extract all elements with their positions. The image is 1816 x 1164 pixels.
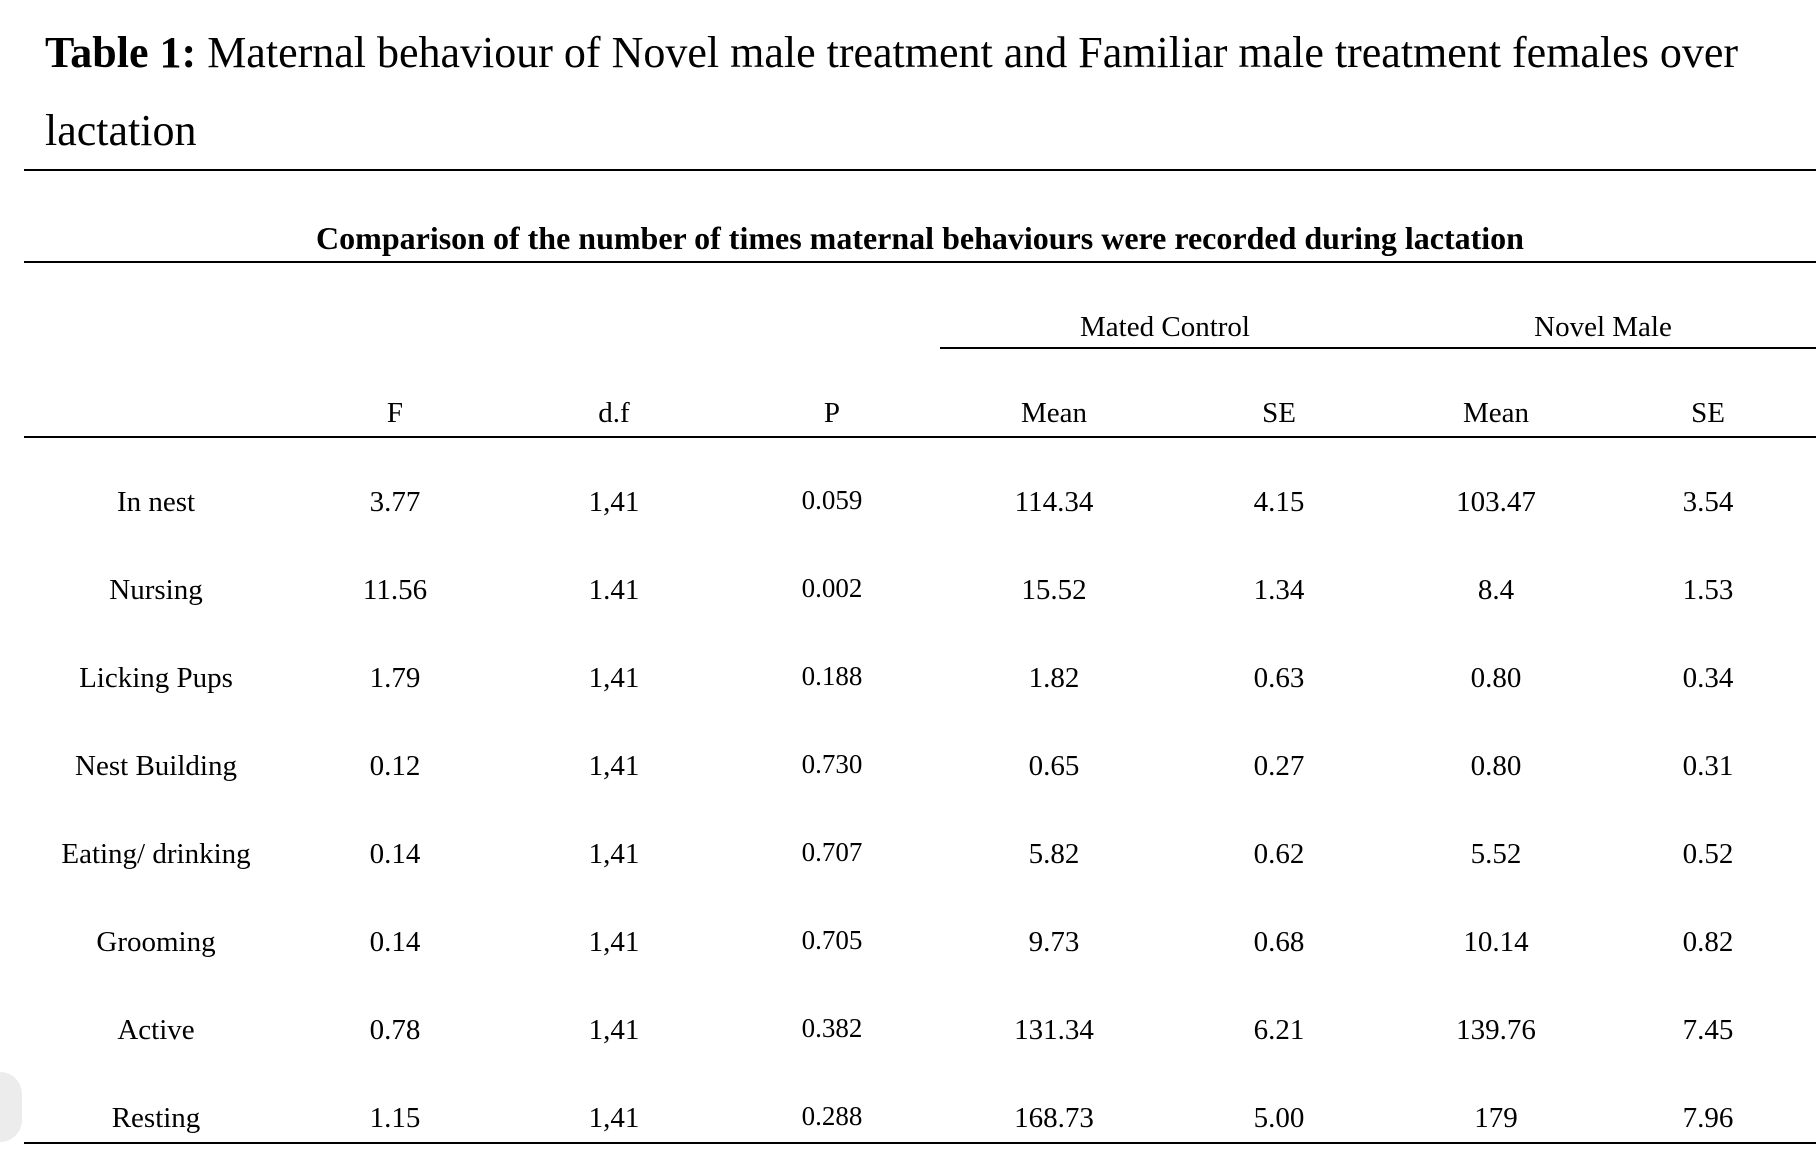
df-cell: 1,41 [588,662,640,694]
f-cell: 11.56 [362,574,428,606]
p-cell: 0.705 [801,925,863,955]
column-header-f: F [386,397,404,429]
table-row: Active 0.78 1,41 0.382 131.34 6.21 139.7… [0,1010,1816,1070]
mated-control-mean-cell: 131.34 [1014,1014,1094,1046]
behaviour-cell: Grooming [96,926,216,958]
group-header-mated-control: Mated Control [1080,311,1250,343]
mated-control-se-cell: 5.00 [1253,1102,1305,1134]
table-row: Nest Building 0.12 1,41 0.730 0.65 0.27 … [0,746,1816,806]
f-cell: 0.14 [369,838,421,870]
mated-control-se-cell: 4.15 [1253,486,1305,518]
table-row: Grooming 0.14 1,41 0.705 9.73 0.68 10.14… [0,922,1816,982]
novel-male-se-cell: 7.45 [1682,1014,1734,1046]
novel-male-se-cell: 7.96 [1682,1102,1734,1134]
mated-control-mean-cell: 168.73 [1014,1102,1094,1134]
table-row: Resting 1.15 1,41 0.288 168.73 5.00 179 … [0,1098,1816,1158]
f-cell: 0.14 [369,926,421,958]
p-cell: 0.002 [801,573,863,603]
mated-control-se-cell: 6.21 [1253,1014,1305,1046]
p-cell: 0.188 [801,661,863,691]
table-subtitle: Comparison of the number of times matern… [316,220,1524,256]
novel-male-mean-cell: 0.80 [1470,750,1522,782]
df-cell: 1,41 [588,926,640,958]
mated-control-se-cell: 1.34 [1253,574,1305,606]
p-cell: 0.382 [801,1013,863,1043]
df-cell: 1,41 [588,838,640,870]
page-edge-shadow [0,1072,22,1142]
f-cell: 0.12 [369,750,421,782]
p-cell: 0.730 [801,749,863,779]
behaviour-cell: Active [117,1014,195,1046]
mated-control-mean-cell: 15.52 [1021,574,1087,606]
table-row: Eating/ drinking 0.14 1,41 0.707 5.82 0.… [0,834,1816,894]
column-header-mated-control-se: SE [1262,397,1296,429]
novel-male-se-cell: 3.54 [1682,486,1734,518]
mated-control-se-cell: 0.62 [1253,838,1305,870]
table-caption-text: Maternal behaviour of Novel male treatme… [45,28,1739,155]
df-cell: 1,41 [588,1102,640,1134]
novel-male-mean-cell: 10.14 [1463,926,1529,958]
f-cell: 0.78 [369,1014,421,1046]
behaviour-cell: Resting [111,1102,201,1134]
novel-male-se-cell: 1.53 [1682,574,1734,606]
column-header-novel-male-mean: Mean [1462,397,1530,429]
table-row: Licking Pups 1.79 1,41 0.188 1.82 0.63 0… [0,658,1816,718]
table-caption: Table 1: Maternal behaviour of Novel mal… [45,14,1785,170]
p-cell: 0.059 [801,485,863,515]
group-rule-novel-male [1390,347,1816,349]
mated-control-mean-cell: 5.82 [1028,838,1080,870]
novel-male-se-cell: 0.82 [1682,926,1734,958]
behaviour-cell: In nest [116,486,196,518]
mated-control-mean-cell: 0.65 [1028,750,1080,782]
novel-male-mean-cell: 5.52 [1470,838,1522,870]
mated-control-se-cell: 0.63 [1253,662,1305,694]
group-header-novel-male: Novel Male [1534,311,1672,343]
group-rule-mated-control [940,347,1390,349]
df-cell: 1,41 [588,750,640,782]
f-cell: 1.15 [369,1102,421,1134]
column-header-p: P [823,397,841,429]
mated-control-mean-cell: 114.34 [1014,486,1094,518]
df-cell: 1.41 [588,574,640,606]
column-header-novel-male-se: SE [1691,397,1725,429]
table-row: Nursing 11.56 1.41 0.002 15.52 1.34 8.4 … [0,570,1816,630]
f-cell: 1.79 [369,662,421,694]
p-cell: 0.288 [801,1101,863,1131]
column-header-df: d.f [598,397,630,429]
bottom-rule [24,1142,1816,1144]
behaviour-cell: Nest Building [75,750,237,782]
df-cell: 1,41 [588,1014,640,1046]
behaviour-cell: Nursing [109,574,203,606]
novel-male-mean-cell: 0.80 [1470,662,1522,694]
behaviour-cell: Eating/ drinking [61,838,251,870]
header-rule [24,436,1816,438]
table-caption-label: Table 1: [45,28,197,77]
mated-control-se-cell: 0.68 [1253,926,1305,958]
novel-male-mean-cell: 8.4 [1477,574,1515,606]
novel-male-mean-cell: 179 [1474,1102,1518,1134]
df-cell: 1,41 [588,486,640,518]
f-cell: 3.77 [369,486,421,518]
novel-male-se-cell: 0.52 [1682,838,1734,870]
novel-male-se-cell: 0.34 [1682,662,1734,694]
novel-male-se-cell: 0.31 [1682,750,1734,782]
novel-male-mean-cell: 139.76 [1456,1014,1536,1046]
mated-control-mean-cell: 9.73 [1028,926,1080,958]
behaviour-cell: Licking Pups [79,662,233,694]
mated-control-se-cell: 0.27 [1253,750,1305,782]
p-cell: 0.707 [801,837,863,867]
novel-male-mean-cell: 103.47 [1456,486,1536,518]
column-header-mated-control-mean: Mean [1020,397,1088,429]
subtitle-rule [24,261,1816,263]
top-rule [24,169,1816,171]
mated-control-mean-cell: 1.82 [1028,662,1080,694]
table-row: In nest 3.77 1,41 0.059 114.34 4.15 103.… [0,482,1816,542]
